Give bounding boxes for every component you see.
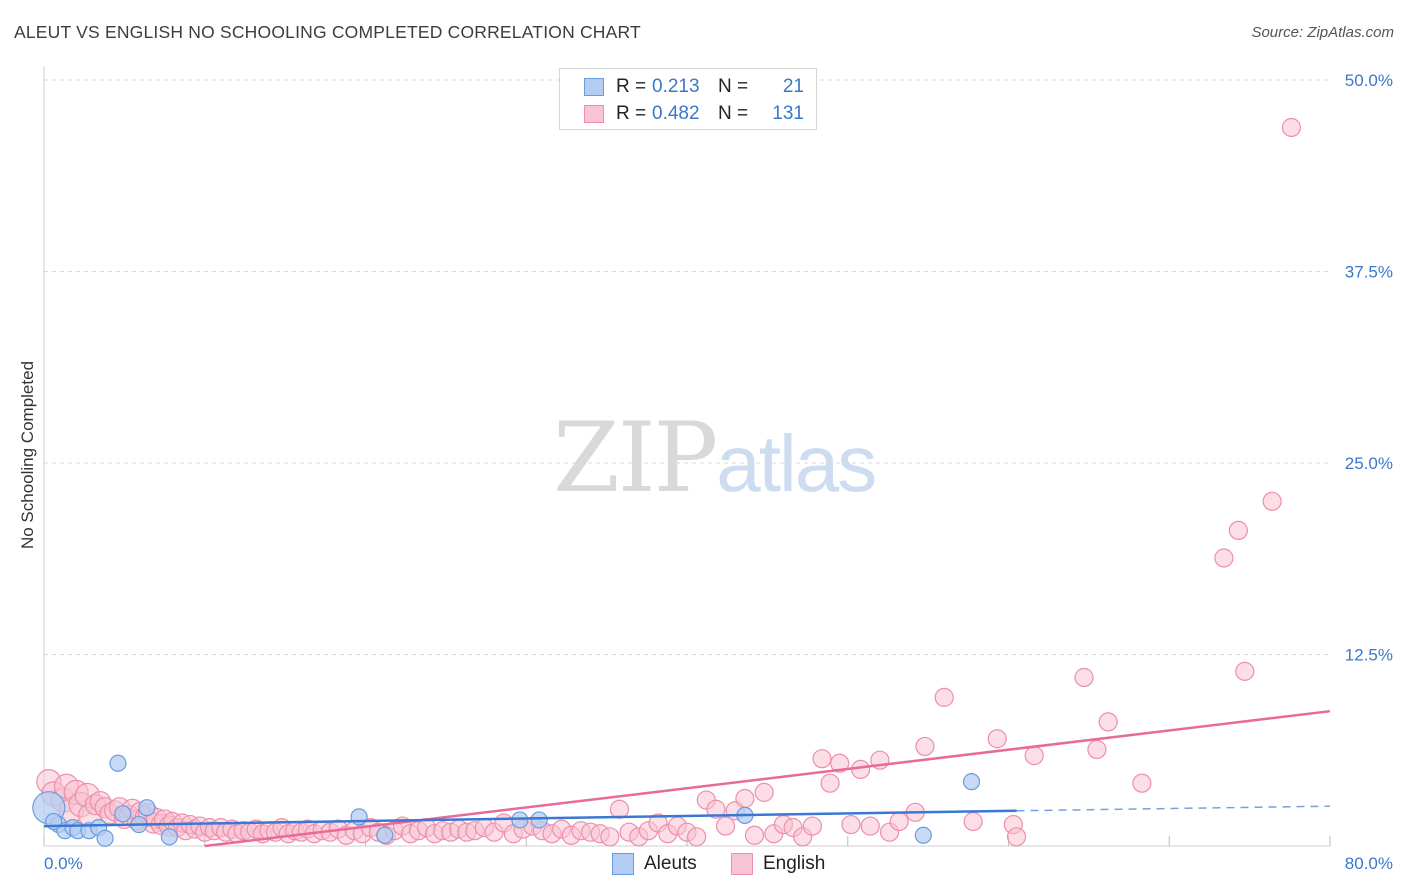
english-point bbox=[802, 816, 822, 836]
english-point bbox=[830, 753, 850, 773]
aleut-legend-swatch bbox=[612, 853, 634, 875]
aleut-point bbox=[376, 826, 394, 844]
english-point bbox=[1132, 773, 1152, 793]
english-point bbox=[715, 816, 736, 836]
aleut-point bbox=[138, 799, 156, 817]
legend-n-value: 21 bbox=[782, 76, 804, 97]
english-point bbox=[600, 827, 620, 847]
legend-r-value: 0.213 bbox=[652, 76, 700, 97]
english-point bbox=[687, 827, 707, 847]
x-tick-label: 80.0% bbox=[1345, 854, 1393, 873]
english-point bbox=[706, 799, 726, 819]
legend-r-label: R = bbox=[616, 103, 647, 124]
grid bbox=[44, 79, 1330, 655]
tick-labels: 12.5% 25.0% 37.5% 50.0% 0.0% 80.0% bbox=[44, 71, 1393, 873]
english-point bbox=[841, 814, 861, 835]
legend-item-english[interactable]: English bbox=[731, 852, 825, 876]
legend-r-value: 0.482 bbox=[652, 103, 700, 124]
aleut-point bbox=[96, 829, 114, 847]
english-point bbox=[609, 799, 630, 819]
correlation-legend: R = 0.213 N = 21 R = 0.482 N = 131 bbox=[559, 68, 817, 130]
english-point bbox=[744, 825, 765, 845]
y-tick-label: 37.5% bbox=[1345, 263, 1393, 282]
legend-item-aleuts[interactable]: Aleuts bbox=[612, 852, 697, 876]
aleut-point bbox=[109, 754, 127, 772]
aleut-point bbox=[350, 808, 368, 826]
aleut-legend-label: Aleuts bbox=[644, 853, 697, 874]
aleut-point bbox=[511, 811, 529, 829]
aleut-point bbox=[160, 828, 178, 846]
english-point bbox=[1006, 827, 1027, 847]
english-trend-line bbox=[204, 709, 1331, 848]
legend-row-english: R = 0.482 N = 131 bbox=[584, 101, 804, 127]
english-point bbox=[735, 788, 755, 809]
axes bbox=[43, 66, 1331, 847]
english-point bbox=[889, 811, 909, 832]
english-point bbox=[860, 816, 880, 836]
english-point bbox=[820, 773, 840, 793]
legend-n-label: N = bbox=[718, 76, 749, 97]
aleut-point bbox=[530, 811, 548, 829]
aleut-point bbox=[914, 826, 932, 844]
english-point bbox=[1074, 667, 1094, 688]
english-point bbox=[934, 687, 954, 707]
aleut-point bbox=[114, 805, 132, 823]
english-point bbox=[1214, 548, 1234, 568]
aleut-swatch bbox=[584, 78, 604, 96]
english-legend-label: English bbox=[763, 853, 826, 874]
aleut-trend-line bbox=[43, 809, 1017, 828]
aleut-point bbox=[962, 773, 981, 791]
english-point bbox=[1262, 491, 1282, 511]
legend-row-aleuts: R = 0.213 N = 21 bbox=[584, 74, 804, 100]
english-point bbox=[915, 736, 935, 757]
english-point bbox=[1228, 520, 1248, 541]
source-label: Source: ZipAtlas.com bbox=[1251, 24, 1394, 41]
english-swatch bbox=[584, 105, 604, 123]
english-point bbox=[987, 729, 1007, 749]
x-tick-label: 0.0% bbox=[44, 854, 83, 873]
english-point bbox=[1098, 712, 1118, 732]
english-point bbox=[963, 811, 983, 832]
english-point bbox=[754, 782, 774, 802]
legend-r-label: R = bbox=[616, 76, 647, 97]
aleut-trend-extension bbox=[1016, 805, 1331, 812]
chart-title: ALEUT VS ENGLISH NO SCHOOLING COMPLETED … bbox=[14, 22, 641, 42]
trend-lines bbox=[43, 709, 1331, 848]
english-point bbox=[812, 749, 832, 769]
english-point bbox=[1235, 661, 1255, 681]
english-point bbox=[1281, 117, 1302, 138]
y-tick-label: 50.0% bbox=[1345, 71, 1393, 90]
english-legend-swatch bbox=[731, 853, 753, 875]
y-tick-label: 25.0% bbox=[1345, 454, 1393, 473]
legend-n-value: 131 bbox=[772, 103, 804, 124]
english-point bbox=[1024, 746, 1044, 766]
y-tick-label: 12.5% bbox=[1345, 646, 1393, 665]
english-point bbox=[1087, 739, 1107, 760]
legend-n-label: N = bbox=[718, 103, 749, 124]
